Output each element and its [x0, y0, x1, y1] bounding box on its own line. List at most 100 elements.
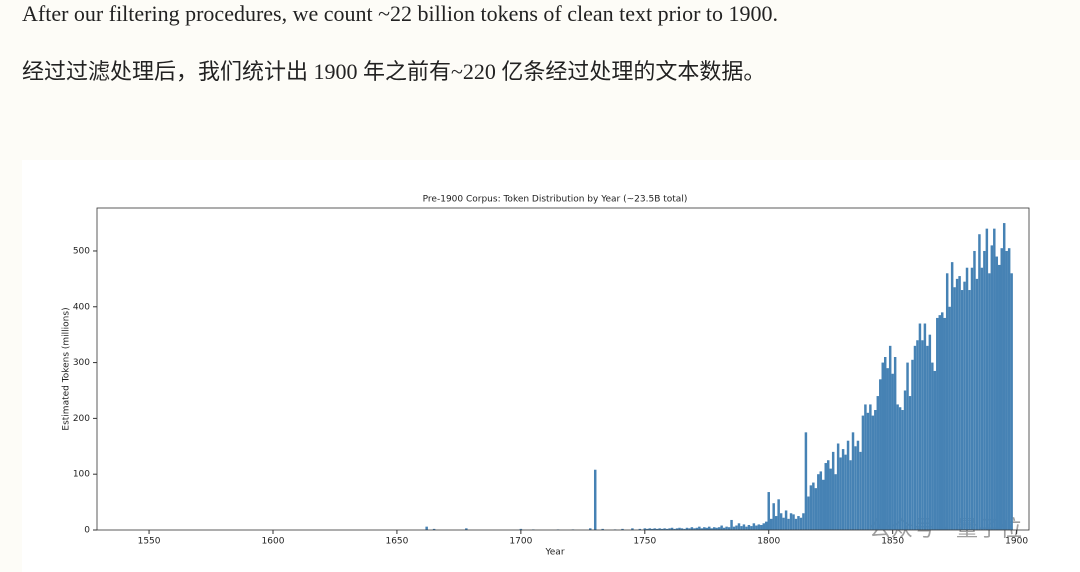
bar: [973, 250, 976, 531]
bar: [715, 527, 718, 530]
bar: [757, 524, 761, 530]
bar: [826, 460, 830, 530]
bar: [923, 323, 927, 530]
bar: [784, 510, 788, 530]
bar: [742, 524, 746, 530]
bar: [995, 256, 999, 530]
bar: [1000, 248, 1003, 530]
bar: [983, 250, 986, 531]
bar: [978, 234, 981, 530]
bar: [988, 273, 991, 530]
bar: [948, 306, 951, 530]
bar: [807, 496, 810, 530]
bar: [931, 362, 934, 530]
bar: [953, 287, 956, 530]
bar: [903, 390, 907, 530]
bar: [769, 518, 773, 530]
bar: [708, 526, 711, 530]
bar: [710, 528, 713, 530]
bar: [678, 527, 681, 530]
bar: [819, 471, 823, 530]
bar: [750, 526, 753, 530]
bar: [893, 357, 897, 530]
bar: [698, 526, 701, 530]
bar: [913, 345, 917, 530]
bar: [432, 528, 436, 530]
bar: [658, 528, 661, 530]
bar: [675, 528, 679, 530]
bar: [844, 454, 847, 530]
bar: [836, 443, 840, 530]
bar: [985, 228, 989, 530]
bar: [861, 415, 865, 530]
bar: [1002, 223, 1006, 530]
paragraph-en: After our filtering procedures, we count…: [22, 1, 779, 26]
bar: [668, 528, 671, 530]
bar: [965, 267, 969, 530]
bar: [1007, 248, 1011, 530]
bar: [740, 526, 743, 530]
bar: [621, 528, 624, 530]
bar: [829, 468, 832, 530]
x-tick-label: 1850: [881, 537, 904, 547]
bar: [737, 523, 741, 530]
bar: [928, 334, 932, 530]
bar: [465, 528, 468, 530]
bar: [975, 278, 979, 530]
bar: [859, 451, 862, 530]
bar: [747, 524, 751, 530]
bar: [685, 527, 689, 530]
bar: [824, 463, 827, 530]
bar: [789, 513, 793, 530]
bar: [695, 527, 699, 530]
bar: [886, 368, 889, 530]
y-tick-label: 400: [73, 302, 90, 312]
bar: [690, 527, 694, 530]
bar: [772, 503, 775, 530]
bar: [841, 449, 845, 530]
bar: [670, 527, 674, 530]
bar: [755, 525, 758, 530]
bar: [638, 528, 642, 530]
bar: [879, 379, 882, 530]
bar: [762, 523, 766, 530]
plot-frame: [96, 207, 1030, 531]
bar: [864, 404, 867, 530]
bar: [891, 373, 894, 530]
bar: [883, 357, 887, 530]
bar: [631, 528, 634, 530]
bar: [943, 317, 946, 530]
bar: [854, 446, 857, 530]
x-tick-label: 1750: [633, 537, 656, 547]
bar: [660, 528, 664, 530]
bar: [799, 517, 803, 530]
bar: [735, 525, 738, 530]
bar: [693, 528, 696, 530]
bar: [683, 528, 686, 530]
bar: [655, 528, 659, 530]
bar: [918, 323, 922, 530]
bar: [804, 432, 808, 530]
bar: [700, 528, 704, 530]
bar: [777, 499, 780, 530]
x-tick-label: 1650: [385, 537, 408, 547]
bar: [980, 267, 984, 530]
x-tick-label: 1600: [262, 537, 285, 547]
bar: [648, 528, 651, 530]
bar: [767, 492, 770, 530]
bar: [851, 432, 855, 530]
bar: [950, 262, 954, 530]
bar: [802, 513, 805, 530]
y-tick-label: 200: [73, 414, 90, 424]
bar: [774, 516, 778, 530]
bar: [938, 315, 942, 530]
bar: [916, 340, 919, 530]
bar: [688, 528, 691, 530]
y-axis-label: Estimated Tokens (millions): [62, 307, 72, 430]
bar: [990, 245, 994, 530]
bar: [792, 514, 795, 530]
y-tick-label: 0: [84, 526, 90, 536]
y-tick-label: 100: [73, 470, 90, 480]
bar: [871, 415, 875, 530]
